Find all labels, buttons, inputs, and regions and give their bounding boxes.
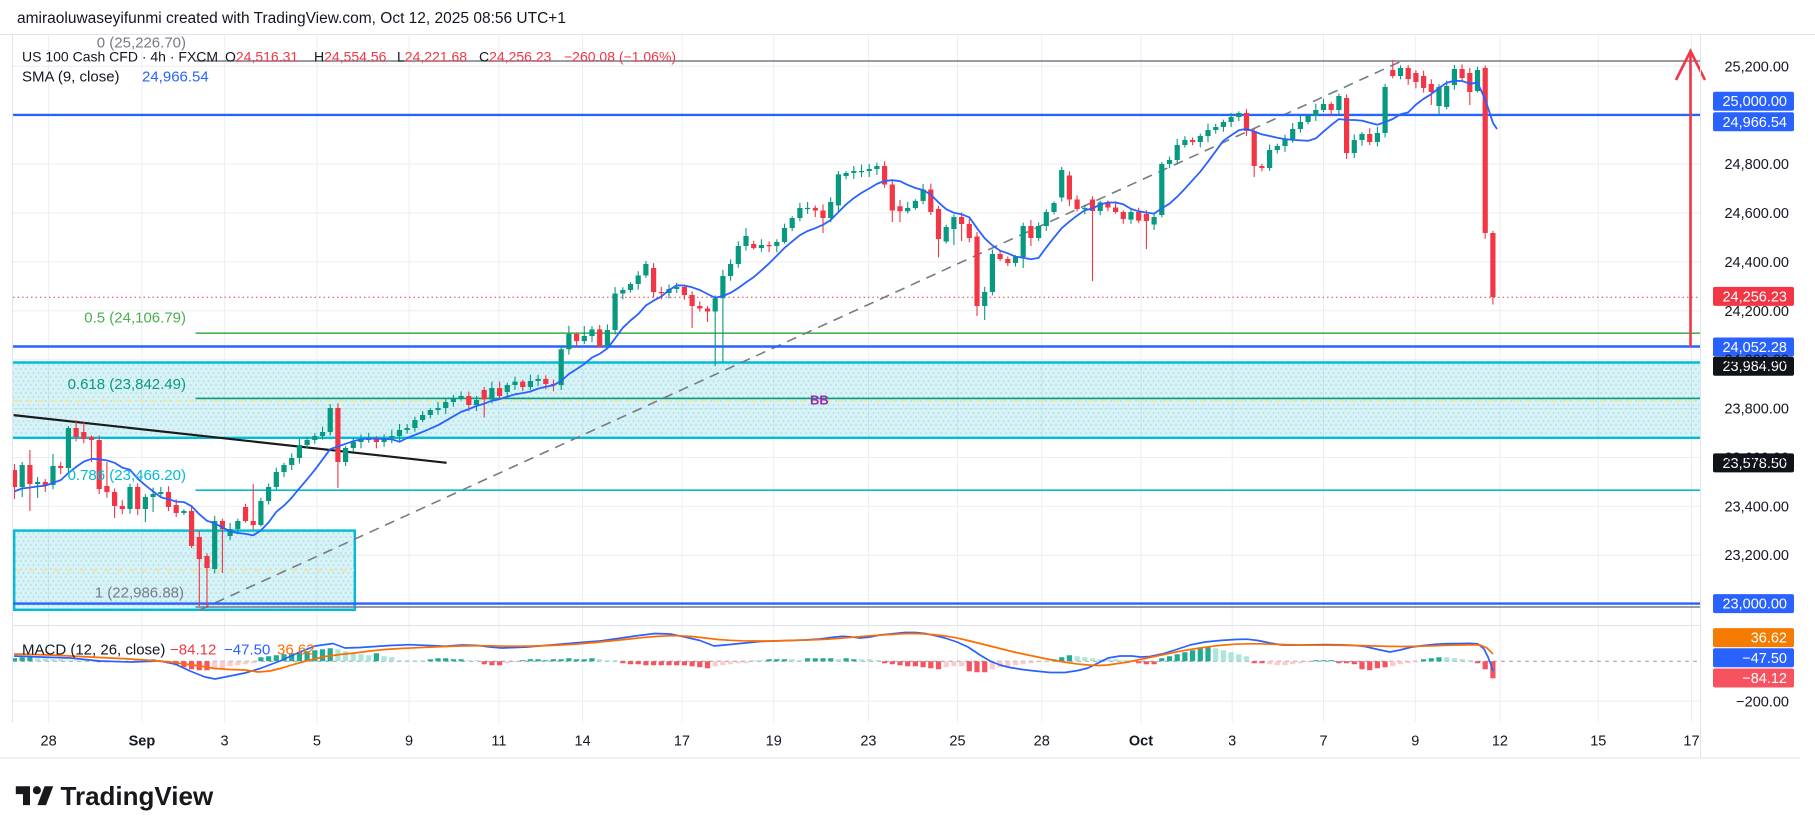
svg-text:0.618 (23,842.49): 0.618 (23,842.49) <box>68 376 186 393</box>
svg-text:11: 11 <box>491 734 506 750</box>
svg-text:23,600.00: 23,600.00 <box>1724 451 1789 467</box>
svg-text:15: 15 <box>1590 734 1606 750</box>
svg-text:23,400.00: 23,400.00 <box>1724 499 1789 515</box>
svg-text:0 (25,226.70): 0 (25,226.70) <box>97 35 186 52</box>
svg-text:BB: BB <box>810 393 829 408</box>
svg-text:3: 3 <box>1228 734 1236 750</box>
svg-text:5: 5 <box>313 734 321 750</box>
svg-text:23,200.00: 23,200.00 <box>1724 548 1789 564</box>
svg-text:24,200.00: 24,200.00 <box>1724 304 1789 320</box>
svg-text:−84.12: −84.12 <box>1742 671 1787 687</box>
svg-text:7: 7 <box>1319 734 1327 750</box>
svg-text:−200.00: −200.00 <box>1736 694 1789 710</box>
svg-text:23,984.90: 23,984.90 <box>1722 359 1787 375</box>
svg-text:25,200.00: 25,200.00 <box>1724 59 1789 75</box>
svg-text:9: 9 <box>405 734 413 750</box>
svg-text:23: 23 <box>860 734 876 750</box>
svg-text:Sep: Sep <box>129 734 156 750</box>
svg-text:9: 9 <box>1411 734 1419 750</box>
svg-text:28: 28 <box>1034 734 1050 750</box>
svg-text:0.786 (23,466.20): 0.786 (23,466.20) <box>68 467 186 484</box>
svg-text:TradingView: TradingView <box>61 781 214 811</box>
svg-text:0.5 (24,106.79): 0.5 (24,106.79) <box>84 310 186 327</box>
svg-text:14: 14 <box>575 734 591 750</box>
svg-text:17: 17 <box>674 734 690 750</box>
svg-text:−47.50: −47.50 <box>1742 651 1787 667</box>
svg-text:25: 25 <box>949 734 965 750</box>
svg-text:23,000.00: 23,000.00 <box>1722 597 1787 613</box>
svg-text:23,578.50: 23,578.50 <box>1722 456 1787 472</box>
svg-text:24,256.23: 24,256.23 <box>1722 289 1787 305</box>
svg-text:12: 12 <box>1492 734 1508 750</box>
svg-text:23,800.00: 23,800.00 <box>1724 402 1789 418</box>
svg-text:1 (22,986.88): 1 (22,986.88) <box>95 585 184 602</box>
svg-text:24,052.28: 24,052.28 <box>1722 340 1787 356</box>
svg-text:24,400.00: 24,400.00 <box>1724 255 1789 271</box>
svg-text:24,966.54: 24,966.54 <box>1722 115 1787 131</box>
svg-text:24,600.00: 24,600.00 <box>1724 206 1789 222</box>
svg-text:SMA (9, close)24,966.54: SMA (9, close) 24,966.54 <box>22 69 209 86</box>
svg-text:36.62: 36.62 <box>1751 631 1787 647</box>
svg-text:28: 28 <box>41 734 57 750</box>
svg-text:3: 3 <box>221 734 229 750</box>
svg-text:24,000.00: 24,000.00 <box>1724 353 1789 369</box>
svg-text:24,800.00: 24,800.00 <box>1724 157 1789 173</box>
svg-text:amiraoluwaseyifunmi created wi: amiraoluwaseyifunmi created with Trading… <box>17 10 566 27</box>
svg-text:19: 19 <box>766 734 782 750</box>
svg-text:25,000.00: 25,000.00 <box>1722 94 1787 110</box>
svg-text:17: 17 <box>1683 734 1699 750</box>
svg-text:Oct: Oct <box>1129 734 1153 750</box>
